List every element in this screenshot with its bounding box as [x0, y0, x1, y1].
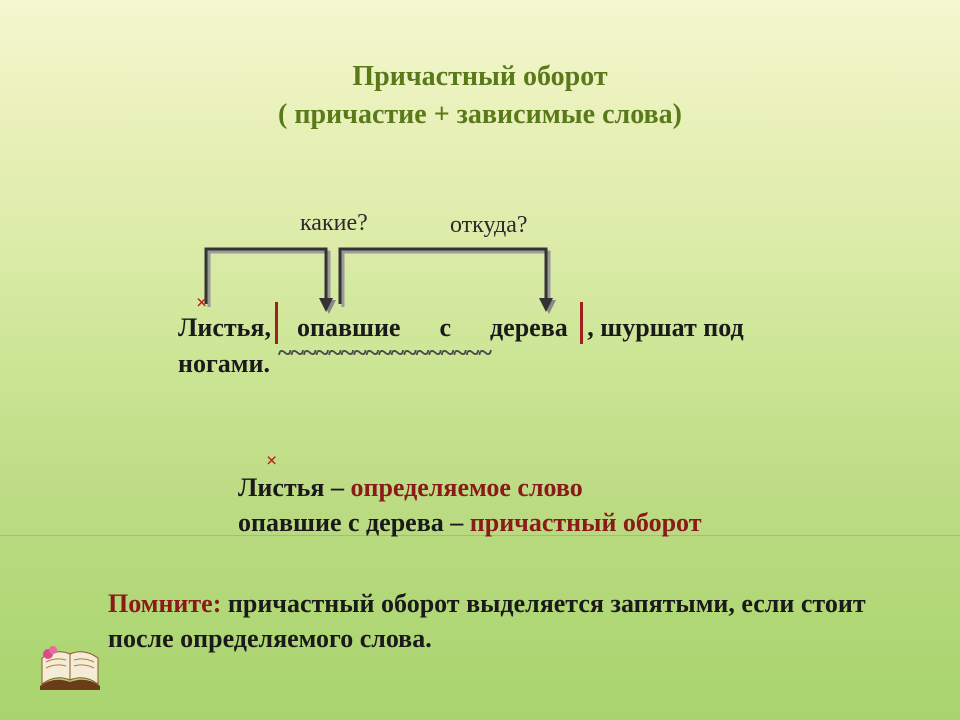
- question-label-1: какие?: [300, 210, 368, 237]
- rule-prefix: Помните:: [108, 589, 228, 618]
- explain-1a: Листья –: [238, 473, 350, 502]
- title-line-1: Причастный оборот: [352, 61, 607, 92]
- book-icon: [38, 646, 102, 692]
- guideline: [0, 535, 960, 536]
- word-dependent: дерева: [490, 313, 568, 342]
- explain-2a: опавшие с дерева –: [238, 508, 470, 537]
- explain-2b: причастный оборот: [470, 508, 702, 537]
- question-label-2: откуда?: [450, 212, 528, 239]
- explanation-block: Листья – определяемое слово опавшие с де…: [238, 470, 701, 540]
- rule-block: Помните: причастный оборот выделяется за…: [108, 586, 868, 656]
- page-title: Причастный оборот ( причастие + зависимы…: [0, 58, 960, 134]
- word-defined: Листья,: [178, 313, 271, 342]
- wavy-underline: ~~~~~~~~~~~~~~~~~: [278, 338, 491, 368]
- explain-1b: определяемое слово: [350, 473, 582, 502]
- example-sentence: Листья, опавшие с дерева , шуршат под но…: [178, 310, 808, 383]
- title-line-2: ( причастие + зависимые слова): [278, 99, 682, 130]
